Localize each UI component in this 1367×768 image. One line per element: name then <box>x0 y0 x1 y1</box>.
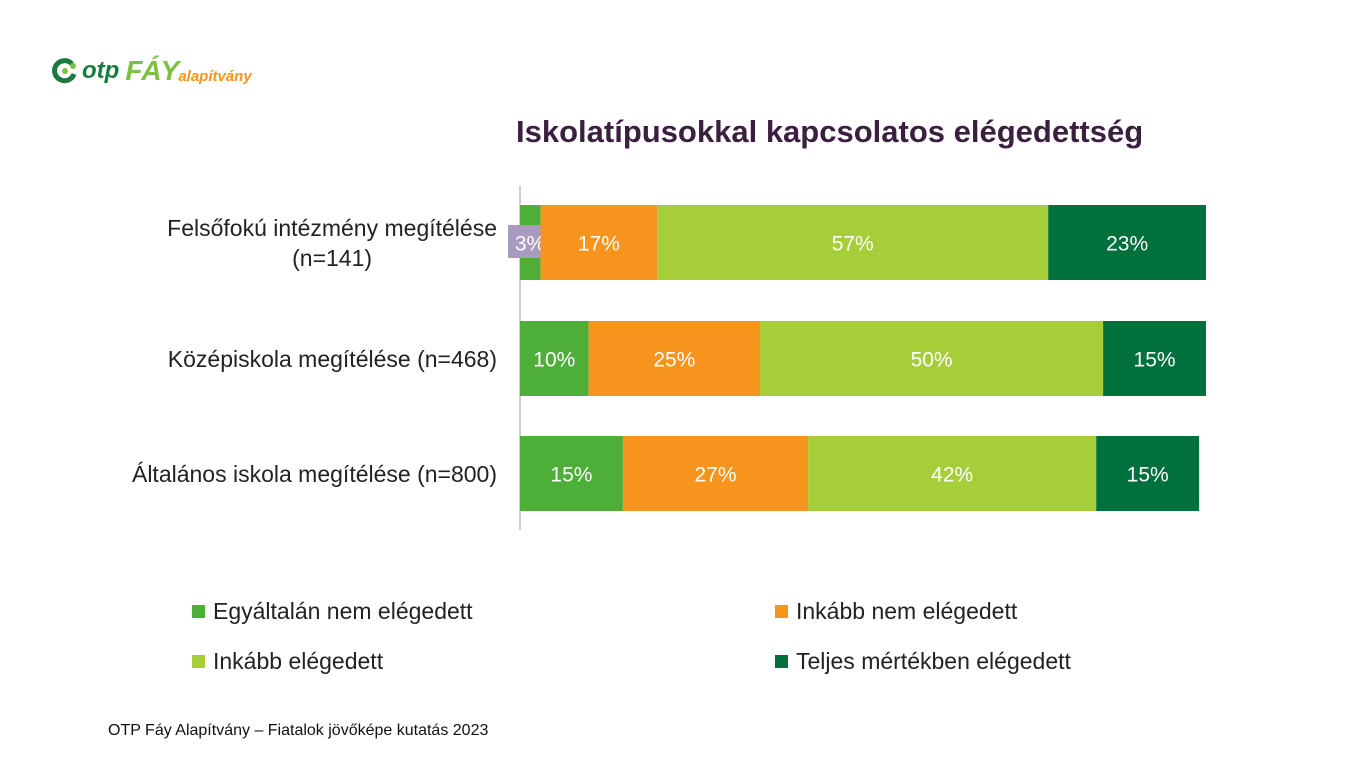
bar-segment <box>540 205 658 280</box>
legend-swatch <box>775 655 788 668</box>
data-label: 15% <box>550 464 592 487</box>
bar-segment <box>588 321 761 396</box>
data-label: 27% <box>694 464 736 487</box>
category-label: Felsőfokú intézmény megítélése (n=141) <box>167 213 497 273</box>
category-label-line: (n=141) <box>292 244 373 271</box>
legend-label: Inkább elégedett <box>213 648 384 674</box>
data-label: 3% <box>515 233 545 256</box>
legend-item: Teljes mértékben elégedett <box>775 648 1071 675</box>
legend-item: Egyáltalán nem elégedett <box>192 598 473 625</box>
category-label-line: Középiskola megítélése (n=468) <box>167 345 497 372</box>
bar-segment <box>1096 436 1200 511</box>
data-label: 15% <box>1134 349 1176 372</box>
category-label-line: Általános iskola megítélése (n=800) <box>131 460 497 487</box>
footer-source: OTP Fáy Alapítvány – Fiatalok jövőképe k… <box>108 722 489 739</box>
bar-segment <box>622 436 809 511</box>
chart-title: Iskolatípusokkal kapcsolatos elégedettsé… <box>516 114 1144 149</box>
data-label: 50% <box>911 349 953 372</box>
bar-segment <box>657 205 1049 280</box>
legend-item: Inkább elégedett <box>192 648 383 675</box>
data-label: 25% <box>653 349 695 372</box>
otp-logo-icon <box>52 58 77 84</box>
legend-swatch <box>192 605 205 618</box>
bar-segment <box>808 436 1097 511</box>
data-label: 15% <box>1127 464 1169 487</box>
bar-segment <box>760 321 1104 396</box>
data-label: 42% <box>931 464 973 487</box>
logo: otp FÁY alapítvány <box>52 54 252 88</box>
legend-item: Inkább nem elégedett <box>775 598 1017 625</box>
legend-label: Egyáltalán nem elégedett <box>213 598 473 624</box>
data-label: 23% <box>1106 233 1148 256</box>
legend-label: Inkább nem elégedett <box>796 598 1018 624</box>
legend-swatch <box>192 655 205 668</box>
legend-label: Teljes mértékben elégedett <box>796 648 1071 674</box>
category-label: Általános iskola megítélése (n=800) <box>132 459 497 489</box>
logo-otp: otp <box>82 57 120 84</box>
data-label: 10% <box>533 349 575 372</box>
bar-segment <box>520 321 589 396</box>
bar-segment <box>1048 205 1206 280</box>
data-label: 57% <box>832 233 874 256</box>
logo-fay: FÁY <box>125 55 179 86</box>
logo-alapitvany: alapítvány <box>178 67 252 85</box>
category-label-line: Felsőfokú intézmény megítélése <box>167 214 497 241</box>
category-label: Középiskola megítélése (n=468) <box>168 344 497 374</box>
data-label: 17% <box>578 233 620 256</box>
legend-swatch <box>775 605 788 618</box>
bar-segment <box>1103 321 1206 396</box>
bar-segment <box>520 436 623 511</box>
